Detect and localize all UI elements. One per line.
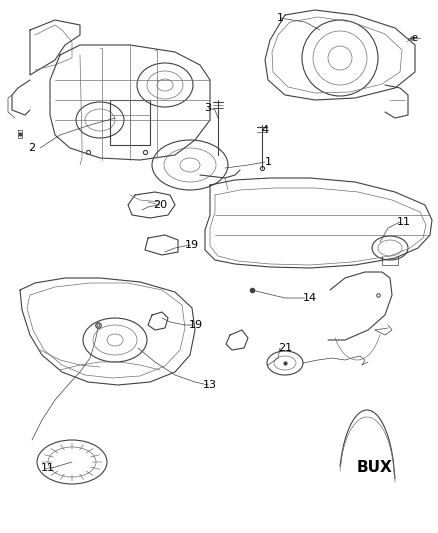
Text: 3: 3 [205, 103, 212, 113]
Text: 13: 13 [203, 380, 217, 390]
Text: 1: 1 [276, 13, 283, 23]
Text: 1: 1 [265, 157, 272, 167]
Text: 20: 20 [153, 200, 167, 210]
Bar [110, 100, 150, 145]
Text: 4: 4 [261, 125, 268, 135]
Text: 11: 11 [41, 463, 55, 473]
Text: 21: 21 [278, 343, 292, 353]
Text: 2: 2 [28, 143, 35, 153]
Text: BUX: BUX [357, 461, 393, 475]
Text: e: e [412, 33, 418, 43]
Text: 19: 19 [185, 240, 199, 250]
Text: 11: 11 [397, 217, 411, 227]
Text: 14: 14 [303, 293, 317, 303]
Text: 19: 19 [189, 320, 203, 330]
